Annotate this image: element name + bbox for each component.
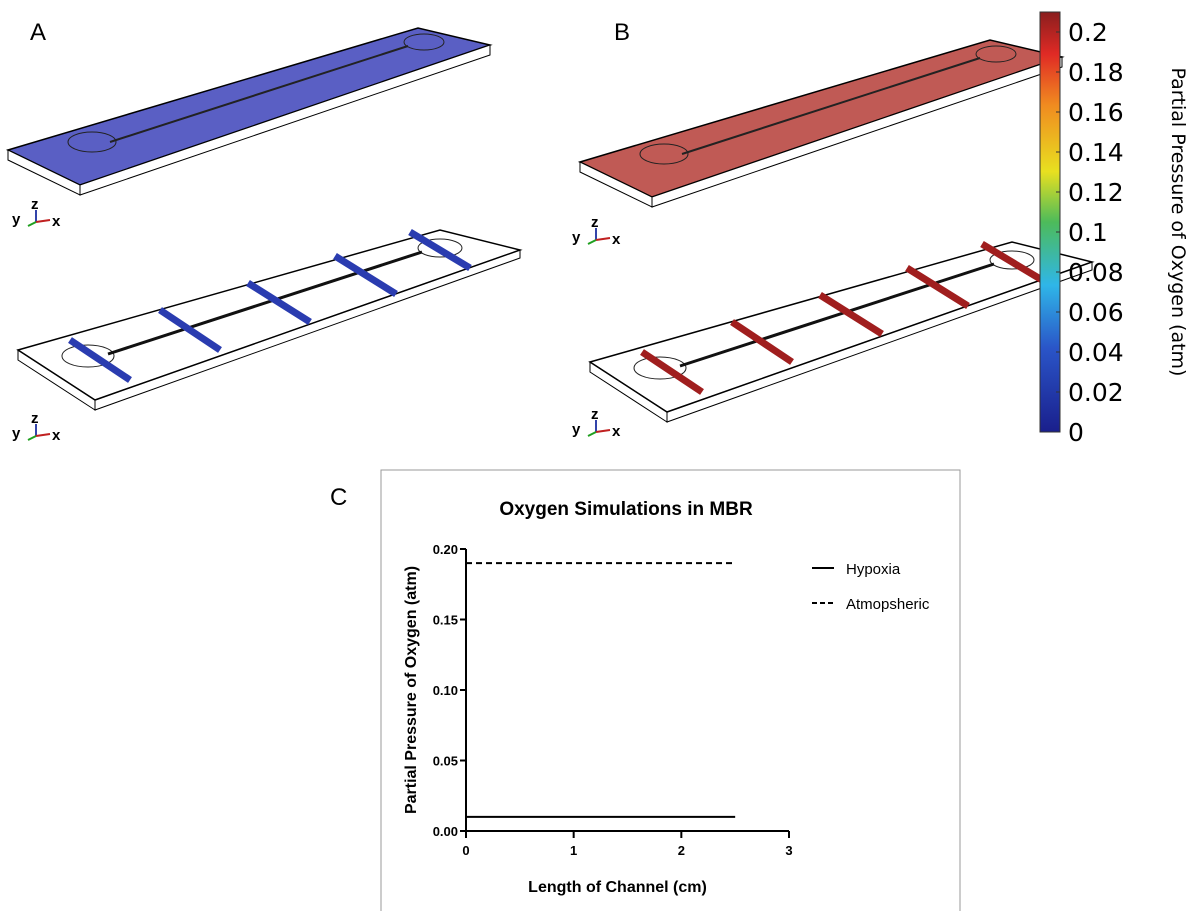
y-axis-title: Partial Pressure of Oxygen (atm) (403, 566, 420, 814)
x-tick-label: 2 (678, 843, 685, 858)
triad-label: x (52, 427, 61, 444)
slice-bars (70, 232, 470, 380)
triad-arrow (28, 436, 36, 440)
colorbar-tick-label: 0.12 (1068, 178, 1124, 207)
colorbar-tick-label: 0.08 (1068, 258, 1124, 287)
slab-wireframe (590, 242, 1092, 422)
triad-label: z (31, 410, 39, 427)
colorbar-tick-label: 0.04 (1068, 338, 1124, 367)
x-axis-title: Length of Channel (cm) (528, 879, 707, 896)
slab-wireframe (18, 230, 520, 410)
y-tick-label: 0.15 (433, 613, 458, 628)
x-tick-label: 0 (462, 843, 469, 858)
colorbar-label: Partial Pressure of Oxygen (atm) (1167, 68, 1189, 377)
slab-top (580, 40, 1062, 207)
chart-title: Oxygen Simulations in MBR (499, 499, 753, 520)
triad-label: z (591, 214, 599, 231)
triad-label: y (12, 425, 21, 442)
axis-triad: yzx (572, 214, 621, 248)
triad-label: y (572, 229, 581, 246)
triad-arrow (36, 220, 50, 222)
triad-label: z (31, 196, 39, 213)
triad-arrow (596, 430, 610, 432)
triad-label: y (572, 421, 581, 438)
triad-arrow (28, 222, 36, 226)
y-tick-label: 0.10 (433, 683, 458, 698)
triad-label: x (612, 231, 621, 248)
panel-label: A (30, 19, 46, 46)
axis-triad: yzx (12, 410, 61, 444)
colorbar-tick-label: 0.06 (1068, 298, 1124, 327)
y-tick-label: 0.05 (433, 754, 458, 769)
colorbar-tick-label: 0.2 (1068, 18, 1108, 47)
figure: A B yzx yzx yzx yzx Partial Pressure of … (0, 0, 1199, 911)
y-tick-label: 0.20 (433, 542, 458, 557)
triad-label: z (591, 406, 599, 423)
triad-arrow (588, 240, 596, 244)
y-tick-label: 0.00 (433, 824, 458, 839)
x-tick-label: 1 (570, 843, 577, 858)
colorbar-tick-label: 0.18 (1068, 58, 1124, 87)
triad-label: x (612, 423, 621, 440)
panel-b: B (580, 19, 1092, 422)
slice-bars (642, 244, 1042, 392)
triad-arrow (596, 238, 610, 240)
axis-triad: yzx (12, 196, 61, 230)
triad-arrow (36, 434, 50, 436)
colorbar-tick-label: 0 (1068, 418, 1084, 447)
legend-label: Hypoxia (846, 561, 901, 578)
panel-label: B (614, 19, 630, 46)
x-tick-label: 3 (785, 843, 792, 858)
axis-triad: yzx (572, 406, 621, 440)
colorbar-tick-label: 0.1 (1068, 218, 1108, 247)
slab-top (8, 28, 490, 195)
triad-label: y (12, 211, 21, 228)
legend-label: Atmopsheric (846, 596, 930, 613)
panel-a: A (8, 19, 520, 410)
triad-arrow (588, 432, 596, 436)
colorbar (1040, 12, 1060, 432)
panel-label: C (330, 484, 347, 511)
triad-label: x (52, 213, 61, 230)
colorbar-tick-label: 0.14 (1068, 138, 1124, 167)
colorbar-tick-label: 0.02 (1068, 378, 1124, 407)
colorbar-tick-label: 0.16 (1068, 98, 1124, 127)
